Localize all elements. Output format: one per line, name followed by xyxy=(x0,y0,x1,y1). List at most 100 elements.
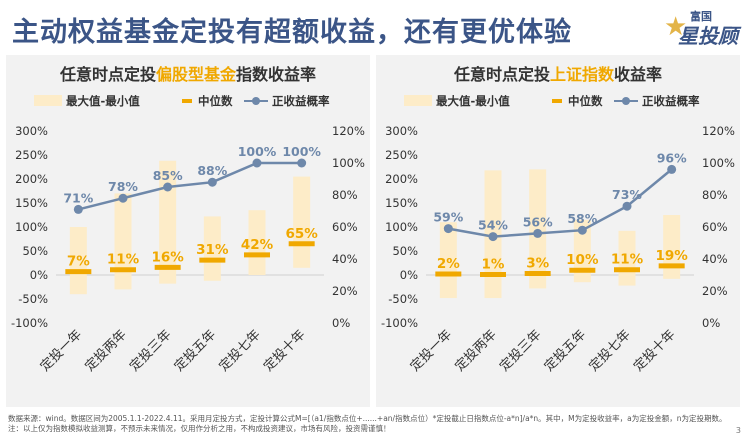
page-title: 主动权益基金定投有超额收益，还有更优体验 xyxy=(12,17,572,48)
prob-point xyxy=(297,158,307,168)
prob-series-line xyxy=(78,161,302,211)
median-data-label: 19% xyxy=(656,248,689,264)
prob-data-label: 100% xyxy=(282,144,321,159)
x-category-label: 定投三年 xyxy=(126,327,174,375)
legend-range-label: 最大值-最小值 xyxy=(436,94,510,108)
chart-shanghai-index: 最大值-最小值 中位数 正收益概率 300% 250% 200% 150% 100% 50% 0%… xyxy=(381,94,735,375)
prob-data-label: 73% xyxy=(612,187,642,202)
median-data-label: 7% xyxy=(67,254,90,270)
range-bar xyxy=(663,215,681,279)
x-category-label: 定投两年 xyxy=(82,327,130,375)
y-left-tick-label: -50% xyxy=(388,292,418,306)
prob-data-label: 88% xyxy=(197,163,227,178)
y-right-tick-label: 60% xyxy=(702,220,728,234)
legend-range-swatch xyxy=(404,95,432,106)
logo-top-text: 富国 xyxy=(690,10,712,23)
prob-point xyxy=(163,182,173,192)
y-left-tick-label: 100% xyxy=(385,220,418,234)
median-data-label: 2% xyxy=(437,256,460,272)
range-bar xyxy=(248,210,266,275)
prob-point xyxy=(488,232,498,242)
y-right-tick-label: 120% xyxy=(332,124,365,138)
prob-point xyxy=(207,177,217,187)
y-left-tick-label: 300% xyxy=(385,124,418,138)
prob-data-label: 54% xyxy=(478,218,508,233)
prob-data-label: 78% xyxy=(108,179,138,194)
y-left-tick-label: 200% xyxy=(15,172,48,186)
y-right-tick-label: 100% xyxy=(702,156,735,170)
prob-data-label: 59% xyxy=(433,210,463,225)
y-left-tick-label: 50% xyxy=(22,244,48,258)
legend-prob-marker xyxy=(252,97,260,105)
prob-point xyxy=(118,193,128,203)
y-right-tick-label: 40% xyxy=(332,252,358,266)
star-icon: ★ xyxy=(664,12,688,42)
y-left-tick-label: 50% xyxy=(392,244,418,258)
footnote: 数据来源：wind。数据区间为2005.1.1-2022.4.11。采用月定投方… xyxy=(8,414,727,433)
prob-data-label: 71% xyxy=(63,190,93,205)
legend-prob-label: 正收益概率 xyxy=(642,94,700,108)
y-left-tick-label: 250% xyxy=(15,148,48,162)
prob-point xyxy=(667,164,677,174)
x-category-label: 定投一年 xyxy=(37,327,85,375)
range-bar xyxy=(293,176,311,268)
y-left-tick-label: 100% xyxy=(15,220,48,234)
median-data-label: 10% xyxy=(566,252,599,268)
legend-median-label: 中位数 xyxy=(568,94,603,108)
x-category-label: 定投五年 xyxy=(171,327,219,375)
y-left-tick-label: -100% xyxy=(11,316,48,330)
legend-median-label: 中位数 xyxy=(198,94,233,108)
y-left-tick-label: 200% xyxy=(385,172,418,186)
range-bar xyxy=(439,222,457,299)
x-category-label: 定投七年 xyxy=(216,327,264,375)
y-left-tick-label: -50% xyxy=(18,292,48,306)
y-left-tick-label: 150% xyxy=(15,196,48,210)
range-bar xyxy=(69,227,87,295)
y-left-tick-label: -100% xyxy=(381,316,418,330)
x-category-label: 定投三年 xyxy=(496,327,544,375)
median-data-label: 65% xyxy=(286,226,319,242)
y-left-tick-label: 0% xyxy=(30,268,48,282)
y-right-tick-label: 100% xyxy=(332,156,365,170)
prob-data-label: 85% xyxy=(153,168,183,183)
chart-equity-fund: 最大值-最小值 中位数 正收益概率 300% 250% 200% 150% 100% 50% 0%… xyxy=(11,94,365,375)
median-data-label: 3% xyxy=(526,256,549,272)
y-right-tick-label: 0% xyxy=(702,316,720,330)
chart-panel-equity-fund: 任意时点定投偏股型基金指数收益率 最大值-最小值 中位数 正收益概率 300% 250%… xyxy=(6,55,370,407)
median-data-label: 1% xyxy=(482,257,505,273)
logo-main-text: 星投顾 xyxy=(678,24,738,48)
y-right-tick-label: 0% xyxy=(332,316,350,330)
x-category-label: 定投一年 xyxy=(407,327,455,375)
brand-logo: ★ 富国 星投顾 xyxy=(662,6,748,48)
chart-title: 任意时点定投偏股型基金指数收益率 xyxy=(59,65,317,84)
y-right-tick-label: 80% xyxy=(332,188,358,202)
prob-data-label: 100% xyxy=(238,144,277,159)
prob-point xyxy=(73,204,83,214)
prob-point xyxy=(443,224,453,234)
y-left-tick-label: 250% xyxy=(385,148,418,162)
y-right-tick-label: 20% xyxy=(702,284,728,298)
x-category-label: 定投十年 xyxy=(630,327,678,375)
prob-data-label: 56% xyxy=(523,214,553,229)
y-right-tick-label: 40% xyxy=(702,252,728,266)
chart-panel-shanghai-index: 任意时点定投上证指数收益率 最大值-最小值 中位数 正收益概率 300% 250% 200… xyxy=(376,55,740,407)
prob-data-label: 58% xyxy=(567,211,597,226)
prob-point xyxy=(533,228,543,238)
y-right-tick-label: 20% xyxy=(332,284,358,298)
page-number: 3 xyxy=(735,426,741,435)
y-left-tick-label: 0% xyxy=(400,268,418,282)
y-left-tick-label: 300% xyxy=(15,124,48,138)
legend-range-swatch xyxy=(34,95,62,106)
range-bar xyxy=(159,160,177,284)
median-data-label: 31% xyxy=(196,242,229,258)
x-category-label: 定投十年 xyxy=(260,327,308,375)
x-category-label: 定投五年 xyxy=(541,327,589,375)
prob-series-line xyxy=(448,168,673,238)
y-right-tick-label: 60% xyxy=(332,220,358,234)
y-right-tick-label: 120% xyxy=(702,124,735,138)
median-data-label: 42% xyxy=(241,237,274,253)
prob-data-label: 96% xyxy=(657,150,687,165)
y-left-tick-label: 150% xyxy=(385,196,418,210)
legend-prob-label: 正收益概率 xyxy=(272,94,330,108)
legend-prob-marker xyxy=(622,97,630,105)
